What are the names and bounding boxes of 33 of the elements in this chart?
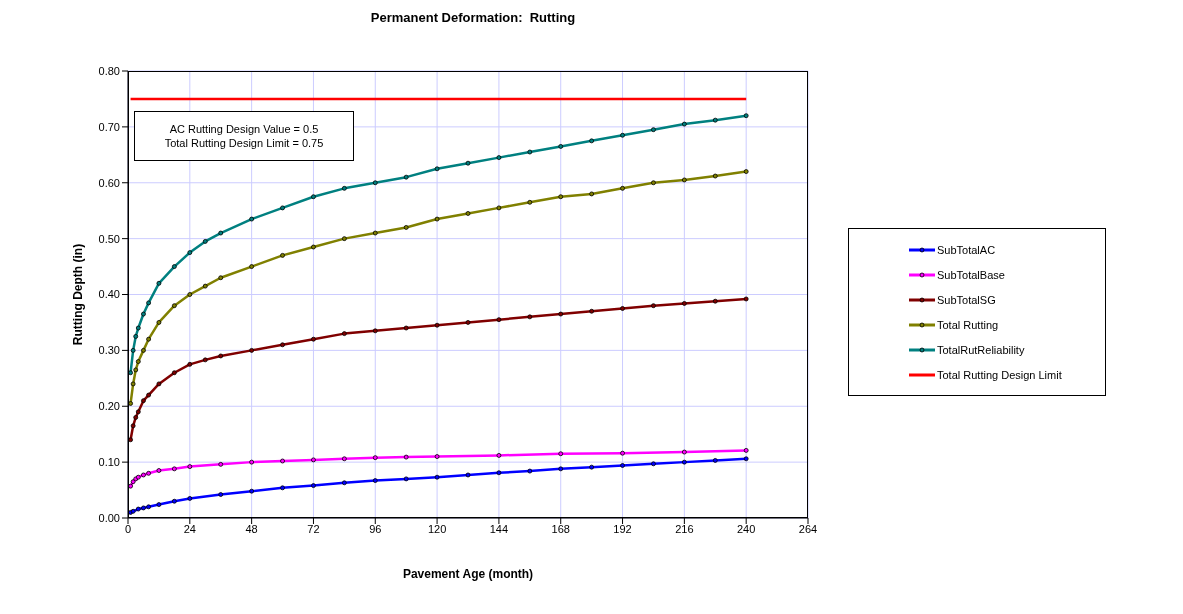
y-tick-label: 0.40: [98, 288, 120, 301]
y-tick-label: 0.10: [98, 456, 120, 469]
y-tick-label: 0.80: [98, 64, 120, 77]
chart-title: Permanent Deformation: Rutting: [369, 10, 577, 25]
legend-label: Total Rutting: [937, 318, 999, 331]
y-tick-label: 0.60: [98, 176, 120, 189]
annotation: Total Rutting Design Limit = 0.75: [163, 136, 325, 150]
x-axis-title: Pavement Age (month): [402, 567, 534, 581]
y-tick-label: 0.00: [98, 511, 120, 524]
legend-label: Total Rutting Design Limit: [937, 368, 1062, 381]
x-tick-label: 96: [369, 523, 382, 535]
x-tick-label: 168: [551, 523, 570, 535]
x-tick-label: 24: [183, 523, 196, 535]
x-tick-label: 48: [245, 523, 258, 535]
x-tick-label: 144: [489, 523, 509, 535]
x-tick-label: 264: [798, 523, 818, 535]
note-box: AC Rutting Design Value = 0.5 Total Rutting Design Limit = 0.75: [134, 111, 354, 161]
legend-label: SubTotalSG: [937, 293, 996, 306]
y-tick-label: 0.70: [98, 120, 120, 133]
x-tick-label: 216: [675, 523, 694, 535]
y-axis-title: Rutting Depth (in): [71, 243, 86, 346]
legend-label: SubTotalAC: [937, 243, 996, 256]
legend-label: TotalRutReliability: [937, 343, 1025, 356]
x-tick-label: 72: [307, 523, 320, 535]
legend-label: SubTotalBase: [937, 268, 1005, 281]
y-tick-label: 0.20: [98, 400, 120, 413]
y-tick-label: 0.30: [98, 344, 120, 357]
x-tick-label: 120: [427, 523, 447, 535]
x-tick-label: 240: [736, 523, 756, 535]
x-tick-label: 0: [124, 523, 132, 535]
x-tick-label: 192: [613, 523, 632, 535]
y-tick-label: 0.50: [98, 232, 120, 245]
annotation: AC Rutting Design Value = 0.5: [168, 122, 320, 136]
